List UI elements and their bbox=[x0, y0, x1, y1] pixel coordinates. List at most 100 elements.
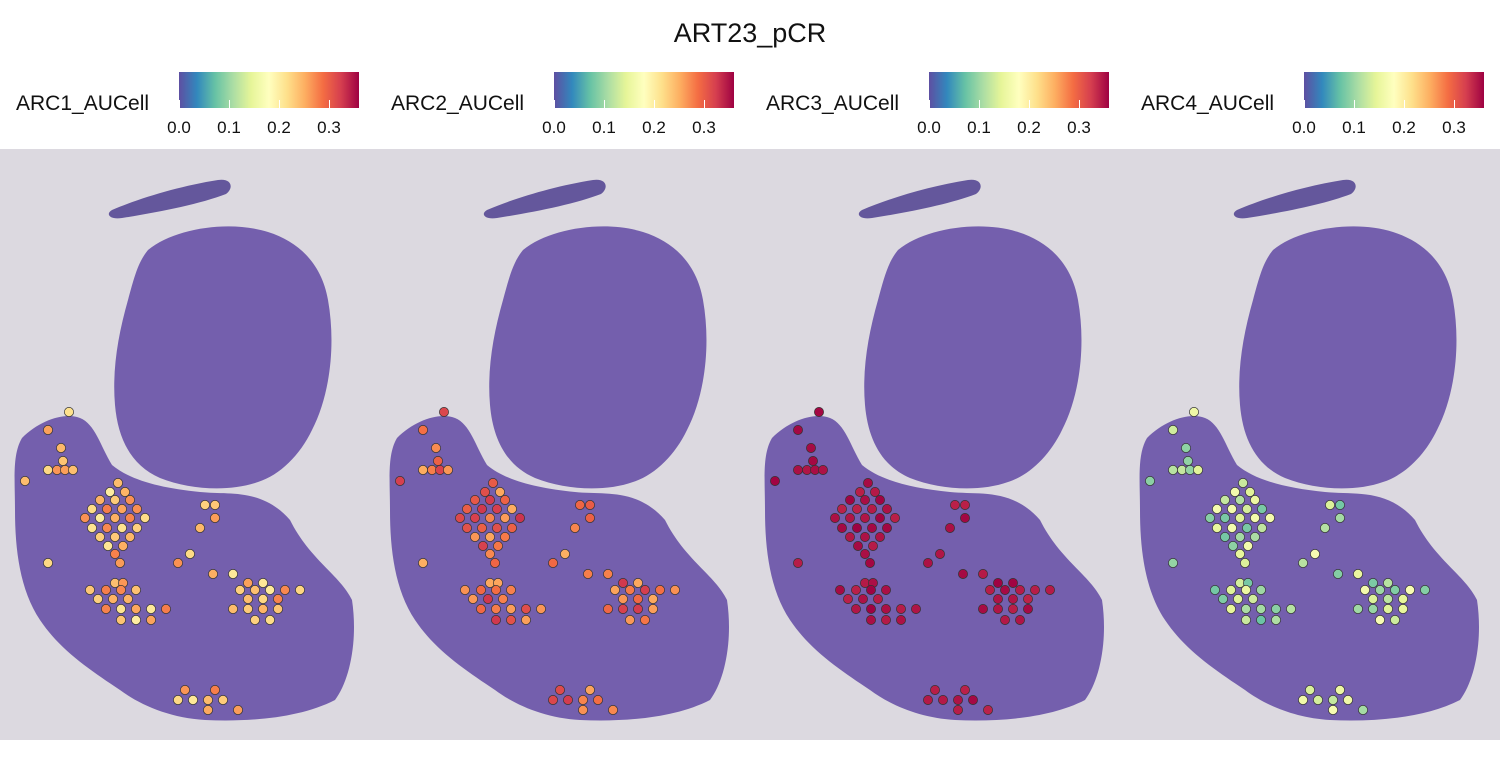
spot bbox=[161, 604, 171, 614]
spot bbox=[618, 594, 628, 604]
spot bbox=[608, 705, 618, 715]
spot bbox=[1375, 585, 1385, 595]
spot bbox=[593, 695, 603, 705]
tissue-upper bbox=[114, 226, 332, 489]
spot bbox=[1310, 549, 1320, 559]
spot bbox=[881, 604, 891, 614]
colorbar-tickmark bbox=[1079, 100, 1080, 108]
spot bbox=[1242, 504, 1252, 514]
spot bbox=[102, 504, 112, 514]
colorbar-arc2 bbox=[554, 72, 734, 108]
spot bbox=[117, 504, 127, 514]
spot bbox=[845, 532, 855, 542]
spot bbox=[87, 523, 97, 533]
spot bbox=[116, 615, 126, 625]
tissue-lower bbox=[1139, 416, 1480, 721]
spot bbox=[1241, 604, 1251, 614]
spot bbox=[58, 456, 68, 466]
legend-label-arc2: ARC2_AUCell bbox=[391, 92, 525, 115]
spot bbox=[625, 585, 635, 595]
spot bbox=[978, 569, 988, 579]
spot bbox=[462, 523, 472, 533]
spot bbox=[960, 685, 970, 695]
spot bbox=[560, 549, 570, 559]
spot bbox=[1235, 513, 1245, 523]
spot bbox=[395, 476, 405, 486]
spot bbox=[132, 523, 142, 533]
spot bbox=[103, 541, 113, 551]
spot bbox=[555, 685, 565, 695]
spot bbox=[101, 585, 111, 595]
spot bbox=[200, 500, 210, 510]
spot bbox=[1335, 513, 1345, 523]
spot bbox=[485, 495, 495, 505]
spot bbox=[132, 504, 142, 514]
spot bbox=[477, 504, 487, 514]
colorbar-tick-label: 0.2 bbox=[1392, 118, 1416, 137]
spot bbox=[953, 695, 963, 705]
spot bbox=[1218, 594, 1228, 604]
spot bbox=[835, 585, 845, 595]
spatial-plot-arc1 bbox=[0, 149, 375, 740]
spot bbox=[43, 558, 53, 568]
spot bbox=[250, 615, 260, 625]
spatial-panel-arc3 bbox=[750, 149, 1125, 740]
spot bbox=[488, 478, 498, 488]
spot bbox=[102, 523, 112, 533]
spot bbox=[101, 604, 111, 614]
spot bbox=[265, 615, 275, 625]
colorbar-tick-label: 0.2 bbox=[1017, 118, 1041, 137]
colorbar-tickmark bbox=[1029, 100, 1030, 108]
colorbar-tick-label: 0.0 bbox=[1292, 118, 1316, 137]
spot bbox=[860, 513, 870, 523]
colorbar-tickmark bbox=[704, 100, 705, 108]
spot bbox=[866, 615, 876, 625]
spot bbox=[867, 523, 877, 533]
spot bbox=[852, 504, 862, 514]
figure-title: ART23_pCR bbox=[673, 18, 827, 48]
tissue-upper bbox=[489, 226, 707, 489]
colorbar-tickmark bbox=[554, 100, 555, 108]
spot bbox=[1008, 578, 1018, 588]
spot bbox=[575, 500, 585, 510]
legend-arc3: ARC3_AUCell 0.0 0.1 0.2 0.3 bbox=[766, 72, 1116, 142]
spot bbox=[1360, 585, 1370, 595]
spot bbox=[960, 500, 970, 510]
colorbar-tick-label: 0.0 bbox=[542, 118, 566, 137]
spot bbox=[140, 513, 150, 523]
spot bbox=[1220, 513, 1230, 523]
spot bbox=[507, 523, 517, 533]
spot bbox=[43, 465, 53, 475]
spot bbox=[125, 495, 135, 505]
spot bbox=[585, 513, 595, 523]
tissue-strip bbox=[483, 179, 606, 219]
spot bbox=[1023, 594, 1033, 604]
spot bbox=[793, 465, 803, 475]
colorbar-tickmark bbox=[929, 100, 930, 108]
spot bbox=[983, 705, 993, 715]
spot bbox=[110, 513, 120, 523]
spot bbox=[1243, 541, 1253, 551]
spot bbox=[578, 705, 588, 715]
spot bbox=[1368, 594, 1378, 604]
spot bbox=[865, 558, 875, 568]
spot bbox=[185, 549, 195, 559]
spot bbox=[923, 695, 933, 705]
spot bbox=[265, 585, 275, 595]
colorbar-tickmark bbox=[279, 100, 280, 108]
spot bbox=[85, 585, 95, 595]
spot bbox=[418, 465, 428, 475]
spot bbox=[1257, 504, 1267, 514]
spot bbox=[1226, 585, 1236, 595]
spot bbox=[1286, 604, 1296, 614]
spot bbox=[548, 558, 558, 568]
spot bbox=[203, 695, 213, 705]
spot bbox=[521, 615, 531, 625]
spot bbox=[993, 578, 1003, 588]
spot bbox=[1383, 594, 1393, 604]
spot bbox=[1233, 594, 1243, 604]
spot bbox=[1227, 504, 1237, 514]
spot bbox=[640, 585, 650, 595]
spot bbox=[506, 585, 516, 595]
spot bbox=[882, 504, 892, 514]
